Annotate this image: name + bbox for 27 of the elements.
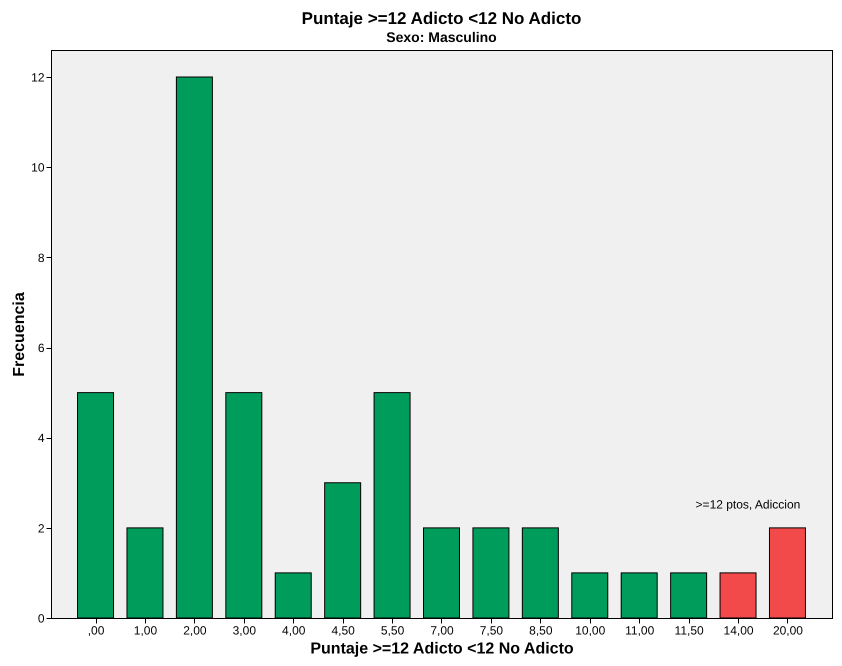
annotation: >=12 ptos, Adiccion — [696, 497, 800, 512]
x-tick-label: 7,00 — [430, 624, 454, 638]
x-tick-label: 11,50 — [674, 624, 704, 638]
y-tick-label: 4 — [38, 431, 45, 446]
x-tick-label: 5,50 — [380, 624, 405, 638]
chart-title: Puntaje >=12 Adicto <12 No Adicto — [302, 9, 582, 28]
x-tick-label: 2,00 — [183, 624, 207, 638]
x-tick-label: 8,50 — [529, 624, 553, 638]
x-tick-label: 10,00 — [575, 624, 606, 638]
x-tick-label: 7,50 — [480, 624, 504, 638]
x-axis-title: Puntaje >=12 Adicto <12 No Adicto — [310, 640, 574, 658]
x-tick-label: 20,00 — [772, 624, 804, 638]
y-tick-label: 2 — [38, 521, 45, 536]
x-tick-label: ,00 — [88, 624, 105, 638]
x-tick-label: 14,00 — [724, 624, 754, 638]
y-tick-label: 6 — [38, 341, 45, 356]
y-axis-title: Frecuencia — [11, 292, 28, 377]
y-tick-label: 10 — [31, 160, 45, 175]
y-tick-label: 12 — [31, 70, 45, 85]
x-tick-label: 11,00 — [625, 624, 655, 638]
chart-subtitle: Sexo: Masculino — [386, 29, 497, 45]
y-tick-label: 0 — [38, 612, 45, 626]
x-tick-label: 4,00 — [282, 624, 306, 638]
x-tick-label: 4,50 — [331, 624, 356, 638]
y-tick-label: 8 — [38, 250, 45, 265]
x-tick-label: 1,00 — [134, 624, 158, 638]
x-tick-label: 3,00 — [232, 624, 256, 638]
